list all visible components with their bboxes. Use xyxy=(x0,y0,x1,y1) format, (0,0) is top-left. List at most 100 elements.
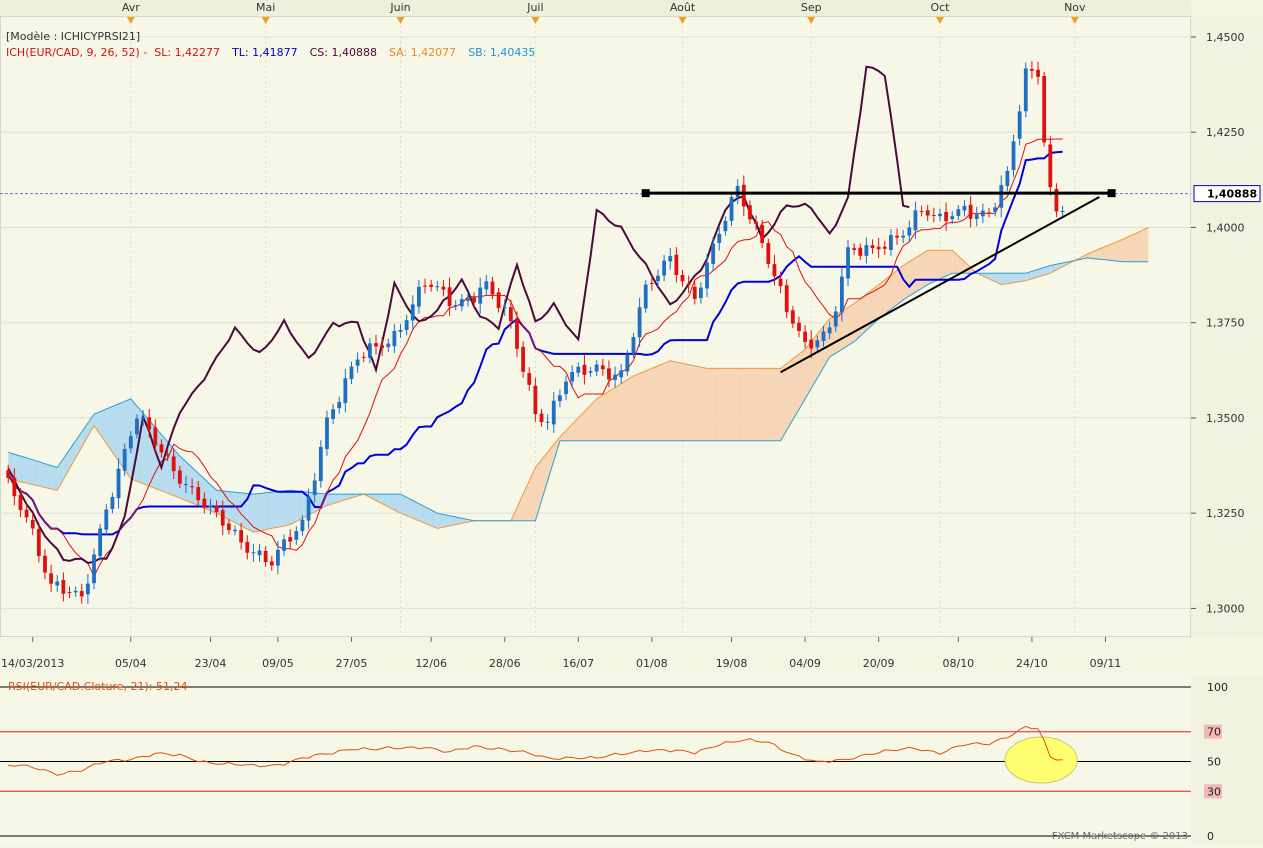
candle xyxy=(1054,183,1059,218)
candle-body xyxy=(24,509,29,518)
candle-body xyxy=(938,213,942,217)
candle-body xyxy=(907,227,912,236)
rsi-level-label: 70 xyxy=(1207,726,1221,739)
price-axis[interactable] xyxy=(1191,16,1263,637)
candle-body xyxy=(36,529,41,556)
candle xyxy=(766,238,771,269)
month-labels: Avr Mai Juin Juil Août Sep Oct Nov xyxy=(122,1,1086,24)
cloud-segment xyxy=(657,363,665,441)
candle-body xyxy=(643,284,648,309)
current-price-box xyxy=(1193,185,1261,203)
candle-body xyxy=(49,573,54,584)
cloud-segment xyxy=(81,423,88,448)
candle xyxy=(931,207,936,223)
candle xyxy=(159,439,164,458)
candle xyxy=(245,535,250,560)
candle xyxy=(680,269,685,287)
candle-body xyxy=(864,245,869,256)
candle xyxy=(582,355,587,385)
cloud-segment xyxy=(854,298,861,342)
cloud-segment xyxy=(259,492,266,531)
price-tick-label: 1,4000 xyxy=(1206,221,1245,234)
cloud-segment xyxy=(872,284,879,325)
candle-body xyxy=(1036,69,1040,77)
cloud-segment xyxy=(915,254,922,293)
candle xyxy=(754,215,758,231)
candle-body xyxy=(931,214,936,216)
price-panel[interactable] xyxy=(0,15,1192,638)
date-tick-label: 08/10 xyxy=(942,657,974,670)
rsi-highlight-circle xyxy=(1004,736,1078,784)
cloud-segment xyxy=(621,379,628,441)
candle-body xyxy=(821,331,826,342)
candle xyxy=(1005,166,1010,191)
candle-body xyxy=(662,260,667,276)
candle-body xyxy=(600,365,605,370)
candle-body xyxy=(294,531,299,540)
candle xyxy=(417,279,421,314)
cloud-segment xyxy=(412,500,419,521)
date-tick-label: 24/10 xyxy=(1016,657,1048,670)
date-tick-label: 19/08 xyxy=(716,657,748,670)
cloud-segment xyxy=(749,368,757,441)
rsi-panel[interactable] xyxy=(0,677,1191,844)
candle-body xyxy=(778,278,783,286)
candle xyxy=(809,330,814,359)
candle xyxy=(729,192,734,226)
candle-body xyxy=(116,468,121,499)
candle-body xyxy=(772,264,777,277)
candle xyxy=(723,216,728,236)
cloud-segment xyxy=(946,250,953,277)
candle xyxy=(294,526,299,545)
cloud-segment xyxy=(798,349,806,410)
candle-body xyxy=(43,555,47,573)
kijun-value: TL: 1,41877 xyxy=(231,46,298,59)
candle xyxy=(269,556,274,571)
candle xyxy=(833,305,838,333)
candle xyxy=(741,175,746,216)
cloud-segment xyxy=(848,303,855,346)
candle-body xyxy=(380,345,385,349)
month-label: Mai xyxy=(256,1,275,14)
cloud-segment xyxy=(1105,243,1112,261)
resistance-handle-left[interactable] xyxy=(641,189,650,198)
date-axis[interactable] xyxy=(0,637,1191,677)
candle-body xyxy=(466,298,470,301)
candle xyxy=(18,487,23,517)
candle-body xyxy=(858,247,863,256)
candle-body xyxy=(318,446,323,482)
cloud-segment xyxy=(284,490,291,526)
cloud-segment xyxy=(608,387,616,441)
support-line[interactable] xyxy=(780,196,1100,374)
candle xyxy=(79,583,84,604)
indicator-lines xyxy=(7,65,1063,578)
candle xyxy=(564,375,568,401)
candle xyxy=(36,522,41,563)
candle-body xyxy=(527,373,532,385)
cloud-segment xyxy=(431,510,438,529)
candle-body xyxy=(760,225,765,244)
candle xyxy=(1030,61,1034,79)
candle xyxy=(686,275,691,293)
candle xyxy=(30,513,35,536)
trend-lines[interactable] xyxy=(641,189,1116,374)
date-tick-label: 16/07 xyxy=(562,657,594,670)
candle xyxy=(613,366,617,388)
candle-body xyxy=(251,552,256,554)
candle-body xyxy=(588,371,593,373)
candle xyxy=(6,464,11,484)
candle-body xyxy=(717,233,722,243)
cloud-segment xyxy=(1025,271,1032,281)
cloud-segment xyxy=(44,463,52,489)
candle-body xyxy=(711,243,716,264)
resistance-handle-right[interactable] xyxy=(1107,189,1116,198)
month-strip xyxy=(0,0,1191,16)
candle-body xyxy=(67,591,72,593)
candle xyxy=(325,410,329,456)
candle-body xyxy=(423,285,427,287)
candlesticks xyxy=(6,61,1065,604)
candle-body xyxy=(735,185,740,198)
candle xyxy=(435,280,440,292)
tenkan-value: SL: 1,42277 xyxy=(154,46,220,59)
rsi-axis xyxy=(1191,677,1263,844)
